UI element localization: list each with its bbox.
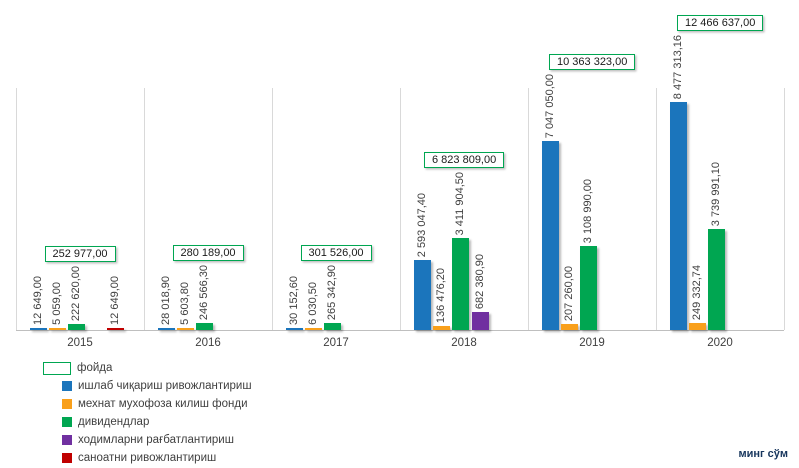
bar (708, 229, 726, 330)
profit-value-box: 280 189,00 (172, 245, 244, 261)
legend-label: ходимларни рағбатлантириш (78, 434, 234, 446)
bar-value-label: 5 603,80 (179, 282, 192, 325)
bar (561, 324, 579, 330)
bar (670, 102, 687, 330)
bar-value-label: 207 260,00 (563, 266, 576, 322)
category-label: 2015 (67, 337, 93, 349)
bar-value-label: 8 477 313,16 (672, 35, 684, 100)
bar-value-label: 3 411 904,50 (454, 172, 467, 236)
profit-swatch (43, 361, 71, 375)
legend-item: ходимларни рағбатлантириш (62, 431, 252, 449)
bar-value-label: 265 342,90 (326, 265, 339, 321)
bar (689, 323, 707, 330)
bar-value-label: 12 649,00 (32, 276, 44, 325)
legend-item: ишлаб чиқариш ривожлантириш (62, 377, 252, 395)
series-swatch (62, 435, 72, 445)
bar (542, 141, 559, 330)
category-gridline (656, 88, 657, 330)
category-gridline (144, 88, 145, 330)
legend-label: мехнат мухофоза килиш фонди (78, 398, 248, 410)
unit-label: минг сўм (738, 448, 788, 460)
profit-value-box: 6 823 809,00 (424, 152, 505, 168)
bar (30, 328, 47, 330)
bar (196, 323, 214, 330)
bar-value-label: 249 332,74 (691, 265, 704, 321)
bar (49, 328, 67, 330)
bar-value-label: 246 566,30 (198, 265, 211, 321)
series-swatch (62, 417, 72, 427)
category-gridline (528, 88, 529, 330)
bar-value-label: 7 047 050,00 (544, 74, 556, 139)
x-axis-line (16, 330, 784, 331)
category-label: 2019 (579, 337, 605, 349)
bar-value-label: 30 152,60 (288, 276, 300, 325)
bar-value-label: 6 030,50 (307, 282, 320, 325)
bar-value-label: 12 649,00 (108, 276, 121, 325)
bar-value-label: 5 059,00 (51, 282, 64, 325)
bar-value-label: 3 108 990,00 (582, 179, 595, 244)
bar (580, 246, 598, 330)
category-label: 2020 (707, 337, 733, 349)
series-swatch (62, 453, 72, 463)
bar-value-label: 3 739 991,10 (710, 162, 723, 227)
bar (286, 328, 303, 330)
bar (177, 328, 195, 330)
profit-value-box: 12 466 637,00 (677, 15, 764, 31)
category-label: 2017 (323, 337, 349, 349)
legend-label: дивидендлар (78, 416, 150, 428)
legend-label: ишлаб чиқариш ривожлантириш (78, 380, 252, 392)
category-label: 2016 (195, 337, 221, 349)
bar-value-label: 682 380,90 (473, 254, 486, 310)
category-label: 2018 (451, 337, 477, 349)
profit-value-box: 10 363 323,00 (549, 54, 636, 70)
legend-item: саноатни ривожлантириш (62, 449, 252, 467)
bar (452, 238, 470, 330)
legend: фойда ишлаб чиқариш ривожлантириш мехнат… (43, 359, 252, 467)
profit-value-box: 252 977,00 (44, 246, 116, 262)
bar (414, 260, 431, 330)
category-gridline (400, 88, 401, 330)
bar (106, 328, 124, 330)
bar-value-label: 222 620,00 (70, 266, 83, 322)
legend-item-profit: фойда (43, 359, 252, 377)
bar-value-label: 28 018,90 (160, 276, 172, 325)
series-swatch (62, 381, 72, 391)
legend-label: саноатни ривожлантириш (78, 452, 217, 464)
bar (324, 323, 342, 330)
category-gridline (16, 88, 17, 330)
bar (305, 328, 323, 330)
profit-value-box: 301 526,00 (300, 245, 372, 261)
bar-value-label: 136 476,20 (435, 268, 448, 324)
legend-label: фойда (77, 362, 113, 374)
category-gridline (784, 88, 785, 330)
bar (433, 326, 451, 330)
legend-item: мехнат мухофоза килиш фонди (62, 395, 252, 413)
bar (68, 324, 86, 330)
bar-value-label: 2 593 047,40 (416, 193, 428, 258)
series-swatch (62, 399, 72, 409)
bar (158, 328, 175, 330)
bar (471, 312, 489, 330)
category-gridline (272, 88, 273, 330)
legend-item: дивидендлар (62, 413, 252, 431)
